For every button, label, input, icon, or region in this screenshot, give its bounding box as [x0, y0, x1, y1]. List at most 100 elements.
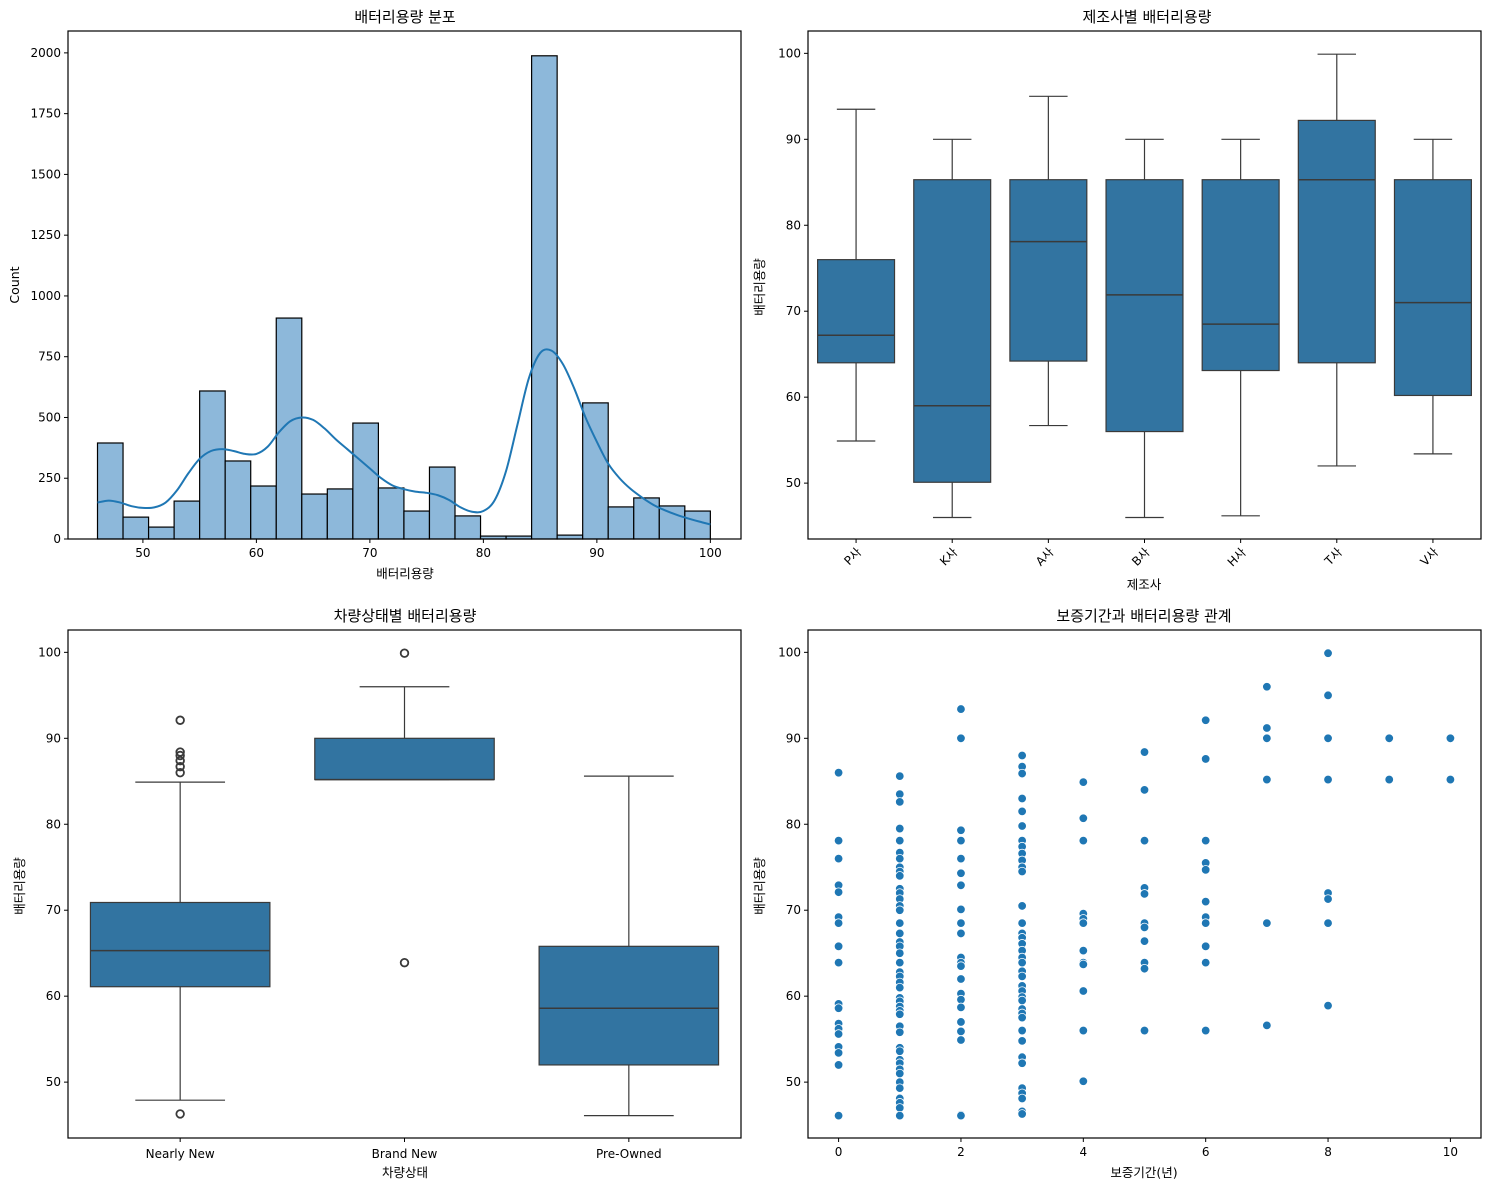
scatter-point — [895, 957, 905, 968]
scatter-point — [1017, 806, 1027, 817]
scatter-point — [956, 853, 966, 864]
box — [314, 737, 495, 781]
box — [1297, 119, 1376, 364]
x-tick-label: 70 — [362, 546, 377, 560]
scatter-point — [895, 835, 905, 846]
box — [1393, 179, 1472, 397]
condition-boxplot-x-label: 차량상태 — [382, 1165, 428, 1180]
scatter-points — [833, 648, 1456, 1121]
histogram-bar — [352, 422, 379, 540]
y-tick-label: 90 — [46, 731, 61, 745]
x-tick-label: B사 — [1129, 545, 1153, 569]
scatter-point — [1017, 995, 1027, 1006]
y-tick-label: 250 — [38, 471, 61, 485]
scatter-point — [1139, 922, 1150, 933]
y-tick-label: 0 — [53, 532, 61, 546]
scatter-point — [1262, 723, 1272, 733]
scatter-point — [833, 1060, 844, 1070]
maker-boxplot-y-label: 배터리용량 — [752, 258, 767, 316]
scatter-point — [1139, 785, 1150, 795]
scatter-point — [1139, 963, 1150, 974]
scatter-point — [1262, 682, 1272, 692]
condition-boxplot-panel: 차량상태별 배터리용량 50 60 70 80 90 100 Nearly New Bran… — [12, 607, 742, 1180]
y-tick-label: 50 — [46, 1075, 61, 1089]
histogram-bar — [275, 317, 303, 540]
scatter-point — [895, 948, 905, 958]
histogram-x-label: 배터리용량 — [376, 566, 434, 581]
scatter-point — [1139, 747, 1150, 757]
box-group — [538, 775, 720, 1117]
y-tick-label: 80 — [786, 817, 801, 831]
scatter-point — [1017, 1036, 1027, 1046]
histogram-bar — [326, 488, 354, 540]
histogram-bar — [301, 493, 328, 540]
x-tick-label: A사 — [1033, 545, 1057, 569]
condition-boxplot-y-ticks: 50 60 70 80 90 100 — [38, 645, 68, 1089]
x-tick-label: 6 — [1202, 1145, 1210, 1159]
scatter-point — [1262, 733, 1272, 744]
condition-boxplot-title: 차량상태별 배터리용량 — [334, 607, 477, 625]
scatter-point — [833, 1029, 844, 1039]
scatter-point — [1017, 1025, 1027, 1036]
scatter-point — [1200, 835, 1211, 846]
scatter-point — [1139, 889, 1150, 899]
box-group — [1105, 138, 1184, 519]
histogram-y-label: Count — [7, 266, 22, 303]
scatter-point — [1017, 768, 1027, 779]
scatter-point — [956, 835, 966, 846]
scatter-point — [956, 974, 966, 984]
scatter-point — [956, 928, 966, 939]
box-group — [1393, 138, 1472, 455]
outlier-point — [175, 755, 185, 766]
scatter-point — [1323, 1000, 1333, 1011]
histogram-bar — [147, 526, 175, 540]
scatter-point — [1323, 648, 1333, 658]
scatter-point — [956, 1026, 966, 1037]
box-group — [1201, 138, 1280, 517]
scatter-point — [1017, 1012, 1027, 1023]
scatter-point — [1078, 1025, 1089, 1036]
scatter-point — [956, 825, 966, 835]
x-tick-label: 50 — [135, 546, 150, 560]
scatter-point — [1200, 918, 1211, 928]
maker-boxplot-y-ticks: 50 60 70 80 90 100 — [778, 46, 808, 490]
scatter-point — [956, 1002, 966, 1013]
scatter-point — [1017, 918, 1027, 928]
scatter-point — [1445, 733, 1456, 744]
scatter-point — [895, 797, 905, 807]
scatter-point — [956, 868, 966, 878]
x-tick-label: Brand New — [372, 1147, 438, 1161]
scatter-point — [1323, 733, 1333, 744]
histogram-bar — [454, 515, 482, 540]
condition-boxplot-y-label: 배터리용량 — [12, 857, 27, 915]
y-tick-label: 1500 — [30, 167, 61, 181]
x-tick-label: 80 — [476, 546, 491, 560]
scatter-point — [1262, 1020, 1272, 1031]
y-tick-label: 100 — [778, 46, 801, 60]
scatter-point — [833, 918, 844, 928]
scatter-point — [1078, 986, 1089, 996]
outlier-point — [175, 761, 185, 772]
box-group — [817, 108, 896, 442]
scatter-point — [1017, 1109, 1027, 1119]
scatter-point — [1139, 1025, 1150, 1036]
condition-boxplot-axes-frame — [67, 629, 742, 1139]
box-group — [1297, 53, 1376, 467]
scatter-point — [1017, 821, 1027, 831]
histogram-bar — [377, 487, 405, 540]
outlier-point — [175, 750, 185, 761]
histogram-title: 배터리용량 분포 — [354, 8, 456, 26]
scatter-point — [1078, 959, 1089, 970]
box-group — [1009, 95, 1088, 427]
scatter-point — [833, 767, 844, 778]
scatter-point — [1200, 941, 1211, 952]
y-tick-label: 50 — [786, 1075, 801, 1089]
y-tick-label: 70 — [46, 903, 61, 917]
x-tick-label: Nearly New — [146, 1147, 215, 1161]
scatter-point — [1200, 896, 1211, 907]
scatter-point — [895, 871, 905, 881]
scatter-point — [1200, 715, 1211, 725]
scatter-point — [833, 1048, 844, 1058]
scatter-point — [1323, 774, 1333, 785]
